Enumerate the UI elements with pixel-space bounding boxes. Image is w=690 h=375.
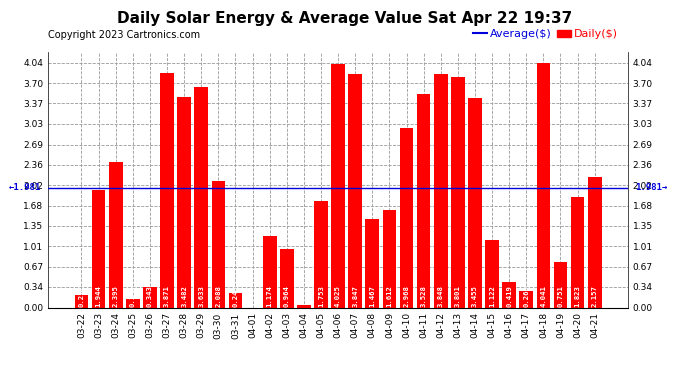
Legend: Average($), Daily($): Average($), Daily($)	[469, 25, 622, 44]
Text: 3.847: 3.847	[352, 285, 358, 307]
Text: 3.848: 3.848	[437, 285, 444, 307]
Bar	[502, 282, 516, 308]
Bar	[553, 262, 567, 308]
Text: 1.823: 1.823	[575, 285, 580, 307]
Bar	[417, 94, 431, 308]
Bar	[366, 219, 380, 308]
Text: 4.041: 4.041	[540, 285, 546, 307]
Bar	[143, 287, 157, 308]
Bar	[537, 63, 550, 308]
Bar	[382, 210, 396, 308]
Text: 3.871: 3.871	[164, 285, 170, 307]
Text: 4.025: 4.025	[335, 285, 341, 307]
Bar	[263, 236, 277, 308]
Text: 1.174: 1.174	[266, 285, 273, 307]
Bar	[160, 73, 174, 308]
Text: 1.753: 1.753	[318, 285, 324, 307]
Text: 2.968: 2.968	[404, 285, 410, 307]
Text: 0.212: 0.212	[79, 285, 84, 307]
Text: 0.266: 0.266	[523, 285, 529, 307]
Text: 0.964: 0.964	[284, 285, 290, 307]
Text: 2.157: 2.157	[592, 285, 598, 307]
Bar	[331, 64, 345, 308]
Bar	[126, 298, 139, 307]
Bar	[195, 87, 208, 308]
Text: Copyright 2023 Cartronics.com: Copyright 2023 Cartronics.com	[48, 30, 200, 40]
Text: 0.245: 0.245	[233, 285, 239, 307]
Text: 0.751: 0.751	[558, 285, 564, 307]
Bar	[485, 240, 499, 308]
Text: 3.633: 3.633	[198, 285, 204, 307]
Text: 0.419: 0.419	[506, 285, 512, 307]
Bar	[280, 249, 294, 308]
Text: 1.944: 1.944	[96, 285, 101, 307]
Bar	[451, 77, 464, 308]
Text: ←1.981: ←1.981	[9, 183, 41, 192]
Bar	[177, 97, 191, 308]
Text: 1.122: 1.122	[489, 285, 495, 307]
Text: 0.343: 0.343	[147, 285, 153, 307]
Bar	[109, 162, 123, 308]
Text: 0.146: 0.146	[130, 285, 136, 307]
Bar	[297, 305, 310, 308]
Bar	[314, 201, 328, 308]
Text: 2.088: 2.088	[215, 285, 221, 307]
Bar	[212, 181, 225, 308]
Text: 3.455: 3.455	[472, 285, 478, 307]
Bar	[571, 197, 584, 308]
Bar	[348, 75, 362, 308]
Text: 1.612: 1.612	[386, 285, 393, 307]
Bar	[75, 295, 88, 307]
Bar	[434, 74, 448, 307]
Text: 1.981→: 1.981→	[635, 183, 667, 192]
Bar	[92, 190, 106, 308]
Text: 3.528: 3.528	[421, 285, 426, 307]
Bar	[400, 128, 413, 308]
Text: 1.467: 1.467	[369, 285, 375, 307]
Text: 3.482: 3.482	[181, 285, 187, 307]
Bar	[468, 98, 482, 308]
Text: 2.395: 2.395	[112, 285, 119, 307]
Text: Daily Solar Energy & Average Value Sat Apr 22 19:37: Daily Solar Energy & Average Value Sat A…	[117, 11, 573, 26]
Bar	[588, 177, 602, 308]
Text: 3.801: 3.801	[455, 285, 461, 307]
Bar	[228, 292, 242, 308]
Bar	[520, 291, 533, 308]
